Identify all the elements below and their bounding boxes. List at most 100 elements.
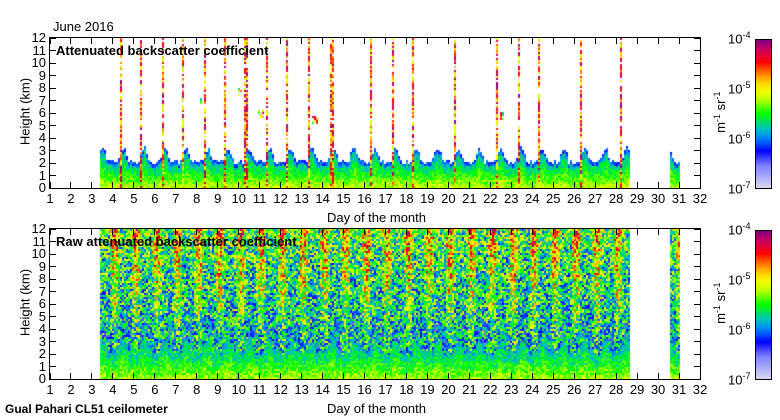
x-tick <box>322 38 324 44</box>
x-tick-label: 27 <box>587 382 603 397</box>
x-tick <box>531 229 533 235</box>
x-tick <box>364 182 366 188</box>
y-tick <box>50 50 56 51</box>
x-tick <box>112 373 114 379</box>
x-tick-label: 3 <box>88 382 96 397</box>
x-tick <box>468 182 470 188</box>
x-tick <box>699 229 701 235</box>
x-tick <box>531 38 533 44</box>
period-label: June 2016 <box>53 19 114 34</box>
tick-base: 10 <box>728 31 743 47</box>
x-tick <box>49 229 51 235</box>
x-tick <box>238 182 240 188</box>
x-tick-label: 7 <box>172 191 180 206</box>
x-tick-label: 6 <box>151 382 159 397</box>
y-tick-label: 7 <box>38 92 46 108</box>
x-tick-label: 17 <box>378 382 393 397</box>
y-tick-label: 5 <box>38 117 46 133</box>
y-tick <box>694 137 700 139</box>
x-tick <box>384 373 386 379</box>
y-tick-label: 9 <box>38 258 46 274</box>
x-tick <box>573 229 575 235</box>
x-tick-label: 19 <box>420 191 435 206</box>
x-tick <box>133 373 135 379</box>
x-tick <box>426 38 428 44</box>
tick-base: 10 <box>728 181 743 197</box>
x-tick <box>657 373 659 379</box>
y-tick-label: 11 <box>32 233 47 249</box>
instrument-label: Gual Pahari CL51 ceilometer <box>5 402 168 416</box>
x-tick <box>615 373 617 379</box>
x-tick-label: 25 <box>545 191 561 206</box>
y-tick <box>50 328 56 330</box>
x-tick <box>238 373 240 379</box>
y-tick <box>50 253 56 255</box>
colorbar-tick-label: 10-6 <box>728 130 750 146</box>
y-tick <box>50 353 56 355</box>
x-tick <box>112 182 114 188</box>
x-tick-label: 14 <box>315 382 330 397</box>
x-tick-label: 10 <box>231 382 246 397</box>
x-tick-label: 11 <box>252 382 267 397</box>
tick-base: 10 <box>728 131 743 147</box>
x-tick-label: 19 <box>420 382 435 397</box>
x-tick <box>322 182 324 188</box>
x-tick <box>489 229 491 235</box>
x-tick-label: 11 <box>252 191 267 206</box>
x-tick-label: 23 <box>504 191 519 206</box>
x-tick <box>657 182 659 188</box>
x-tick <box>49 182 51 188</box>
x-tick-label: 16 <box>357 191 372 206</box>
x-tick <box>447 373 449 379</box>
x-tick-label: 2 <box>67 382 75 397</box>
y-tick-label: 0 <box>38 371 46 386</box>
x-tick <box>615 182 617 188</box>
colorbar-tick-label: 10-6 <box>728 321 750 337</box>
x-tick-label: 4 <box>109 382 117 397</box>
x-tick <box>301 38 303 44</box>
x-tick-label: 22 <box>483 382 498 397</box>
x-tick <box>280 182 282 188</box>
x-tick <box>133 38 135 44</box>
y-tick <box>694 253 700 255</box>
x-tick <box>657 229 659 235</box>
x-tick <box>552 38 554 44</box>
x-tick-label: 31 <box>671 191 687 206</box>
x-tick <box>678 38 680 44</box>
y-tick-label: 1 <box>38 167 46 183</box>
y-tick <box>50 316 56 317</box>
x-tick <box>405 373 407 379</box>
x-tick <box>364 229 366 235</box>
y-tick-label: 8 <box>38 80 46 95</box>
x-tick-label: 6 <box>151 191 159 206</box>
y-tick-label: 4 <box>38 130 46 145</box>
x-tick <box>133 229 135 235</box>
tick-base: 10 <box>728 81 743 97</box>
tick-base: 10 <box>728 222 743 238</box>
y-tick-label: 4 <box>38 321 46 336</box>
x-axis-label: Day of the month <box>327 401 426 416</box>
x-tick-label: 13 <box>294 382 309 397</box>
x-tick-label: 5 <box>130 382 138 397</box>
backscatter-heatmap <box>50 38 700 188</box>
x-tick <box>489 38 491 44</box>
x-tick <box>678 229 680 235</box>
x-tick <box>133 182 135 188</box>
y-tick-label: 2 <box>38 155 46 170</box>
tick-base: 10 <box>728 372 743 388</box>
y-tick-label: 0 <box>38 180 46 195</box>
x-tick <box>175 229 177 235</box>
x-tick-label: 29 <box>629 382 645 397</box>
x-tick <box>49 373 51 379</box>
y-tick <box>694 50 700 51</box>
x-tick <box>678 373 680 379</box>
x-tick-label: 20 <box>441 191 456 206</box>
x-tick-label: 1 <box>46 382 54 397</box>
y-tick <box>50 112 56 114</box>
y-tick <box>50 87 56 89</box>
y-tick <box>50 100 56 101</box>
x-tick-label: 21 <box>462 382 477 397</box>
x-tick <box>384 38 386 44</box>
y-tick <box>694 353 700 355</box>
y-tick <box>50 37 56 39</box>
